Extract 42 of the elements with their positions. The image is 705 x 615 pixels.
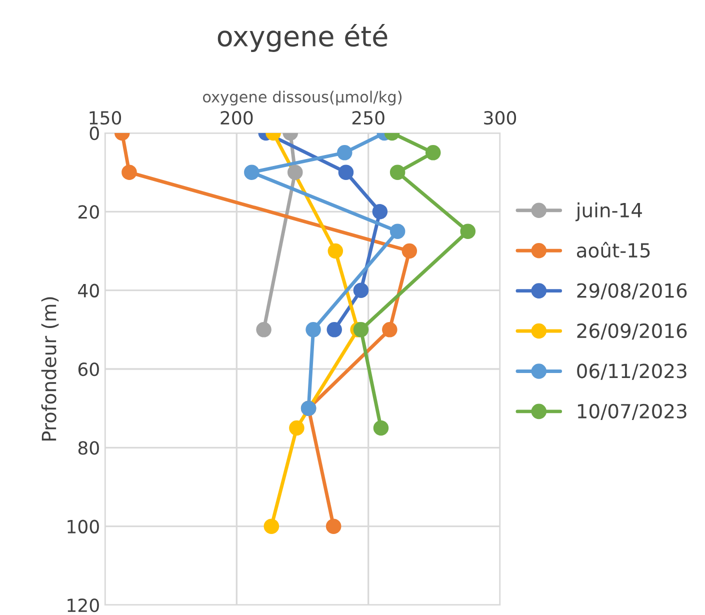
point: [353, 282, 369, 298]
point: [460, 224, 476, 239]
point: [326, 518, 342, 534]
y-tick-label: 80: [78, 441, 99, 455]
legend-label: juin-14: [575, 202, 642, 222]
point: [122, 164, 137, 180]
point: [264, 518, 280, 534]
y-tick-label: 100: [68, 520, 99, 534]
chart-title: oxygene été: [218, 24, 388, 52]
point: [256, 322, 272, 338]
point: [402, 243, 418, 259]
legend-label: 06/11/2023: [577, 364, 686, 380]
x-axis-title: oxygene dissous(µmol/kg): [203, 90, 402, 106]
point: [373, 420, 389, 436]
point: [306, 322, 321, 338]
x-tick-label: 150: [90, 110, 122, 125]
y-tick-label: 20: [78, 205, 99, 219]
legend-label: août-15: [577, 242, 650, 258]
point: [382, 322, 398, 338]
y-axis-title: Profondeur (m): [41, 297, 59, 440]
x-tick-label: 200: [220, 110, 253, 125]
y-tick-label: 0: [90, 126, 99, 140]
y-tick-label: 120: [68, 598, 99, 612]
point: [353, 322, 369, 338]
point: [287, 164, 303, 180]
point: [336, 145, 352, 160]
point: [390, 164, 406, 180]
y-tick-label: 40: [78, 284, 99, 298]
x-tick-label: 300: [484, 110, 516, 125]
legend-label: 26/09/2016: [577, 323, 687, 340]
point: [326, 322, 342, 338]
legend-label: 29/08/2016: [577, 283, 687, 300]
point: [425, 145, 441, 160]
legend-label: 10/07/2023: [578, 404, 686, 420]
point: [244, 164, 260, 180]
x-tick-label: 250: [352, 110, 384, 125]
point: [338, 164, 354, 180]
point: [390, 224, 406, 239]
point: [372, 204, 388, 220]
point: [328, 243, 344, 259]
point: [289, 420, 304, 436]
y-tick-label: 60: [78, 362, 99, 376]
